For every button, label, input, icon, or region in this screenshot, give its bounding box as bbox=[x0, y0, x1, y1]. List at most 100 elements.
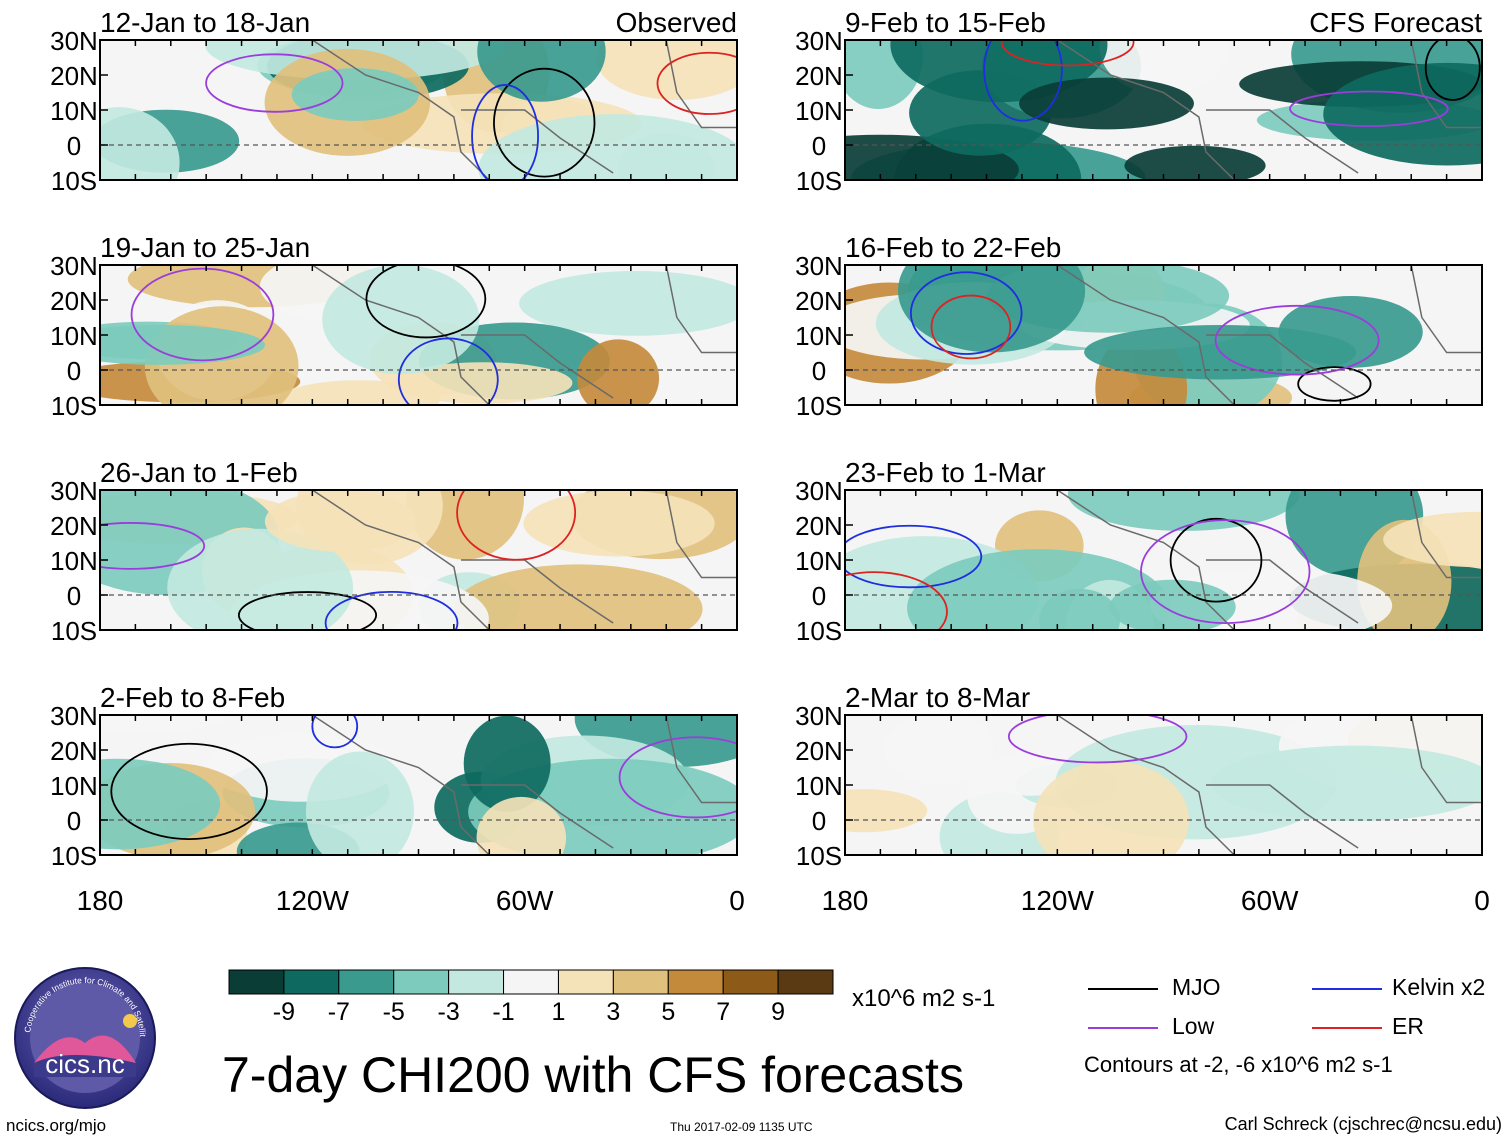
footer-url[interactable]: ncics.org/mjo bbox=[6, 1116, 107, 1135]
shading-blob bbox=[1019, 77, 1194, 130]
lat-tick-label: 10S bbox=[51, 841, 97, 871]
shading-blob bbox=[305, 751, 414, 855]
colorbar-tick-label: 3 bbox=[606, 998, 621, 1026]
lat-tick-label: 30N bbox=[50, 251, 98, 281]
colorbar-swatch bbox=[777, 969, 834, 995]
coastline bbox=[311, 490, 737, 630]
lat-tick-label: 30N bbox=[795, 251, 843, 281]
lat-tick-label: 0 bbox=[812, 806, 826, 836]
lon-tick-label: 60W bbox=[1241, 885, 1299, 916]
shading-blob bbox=[100, 715, 227, 735]
er-contour bbox=[656, 51, 737, 115]
shading-blob bbox=[477, 40, 606, 102]
shading-blob bbox=[167, 528, 354, 630]
shading-blob bbox=[519, 270, 737, 336]
panel-date-label: 19-Jan to 25-Jan bbox=[100, 232, 310, 263]
lat-tick-label: 20N bbox=[795, 736, 843, 766]
panel-date-label: 2-Feb to 8-Feb bbox=[100, 682, 285, 713]
low-contour bbox=[1007, 715, 1188, 764]
colorbar-swatch bbox=[283, 969, 340, 995]
colorbar-swatch bbox=[722, 969, 779, 995]
lat-tick-label: 20N bbox=[50, 511, 98, 541]
kelvin-contour bbox=[471, 84, 539, 180]
lon-tick-label: 180 bbox=[822, 885, 869, 916]
panel-field bbox=[845, 265, 1482, 405]
panel-field bbox=[845, 40, 1482, 180]
low-contour bbox=[1214, 304, 1380, 376]
lat-tick-label: 10N bbox=[795, 546, 843, 576]
low-contour bbox=[205, 53, 344, 113]
low-contour bbox=[1289, 90, 1449, 127]
lon-tick-label: 120W bbox=[1021, 885, 1095, 916]
mjo-contour bbox=[493, 67, 596, 178]
lat-tick-label: 10N bbox=[795, 321, 843, 351]
shading-blob bbox=[1033, 761, 1190, 855]
footer-timestamp: Thu 2017-02-09 1135 UTC bbox=[670, 1120, 813, 1134]
panel-date-label: 16-Feb to 22-Feb bbox=[845, 232, 1061, 263]
low-contour bbox=[130, 267, 275, 362]
shading-blob bbox=[523, 490, 715, 557]
panel-6: 30N 20N 10N 0 10S 16-Feb to 22-Feb bbox=[795, 232, 1483, 421]
colorbar-tick-label: 1 bbox=[551, 998, 566, 1026]
lat-tick-label: 0 bbox=[812, 581, 826, 611]
panel-2: 30N 20N 10N 0 10S 19-Jan to 25-Jan bbox=[50, 232, 738, 421]
lat-tick-label: 10S bbox=[51, 166, 97, 196]
panel-date-label: 12-Jan to 18-Jan bbox=[100, 7, 310, 38]
lon-tick-label: 180 bbox=[77, 885, 124, 916]
lat-tick-label: 10N bbox=[50, 546, 98, 576]
shading-blob bbox=[897, 265, 1086, 353]
colorbar-swatch bbox=[393, 969, 450, 995]
shading-blob bbox=[264, 490, 416, 552]
legend-line-kelvin bbox=[1312, 988, 1382, 990]
lat-tick-label: 20N bbox=[50, 286, 98, 316]
panel-3: 30N 20N 10N 0 10S 26-Jan to 1-Feb bbox=[50, 457, 738, 646]
coastline bbox=[311, 715, 737, 855]
shading-blob bbox=[1039, 588, 1120, 630]
lat-tick-label: 30N bbox=[795, 701, 843, 731]
shading-blob bbox=[100, 325, 265, 365]
lat-tick-label: 10S bbox=[796, 391, 842, 421]
mjo-contour bbox=[110, 742, 268, 841]
legend-label-kelvin: Kelvin x2 bbox=[1392, 974, 1486, 1000]
coastline bbox=[311, 40, 737, 180]
lat-tick-label: 20N bbox=[50, 736, 98, 766]
shading-blob bbox=[884, 715, 994, 785]
colorbar-swatch bbox=[667, 969, 724, 995]
shading-blob bbox=[322, 265, 480, 375]
colorbar-units: x10^6 m2 s-1 bbox=[852, 985, 996, 1012]
panels-group: 30N 20N 10N 0 10S 12-Jan to 18-Jan Observed 30N… bbox=[50, 7, 1490, 916]
shading-blob bbox=[394, 362, 573, 404]
lat-tick-label: 20N bbox=[50, 61, 98, 91]
er-contour bbox=[930, 294, 1012, 360]
mjo-contour bbox=[1297, 366, 1372, 402]
shading-blob bbox=[144, 306, 299, 405]
lat-tick-label: 0 bbox=[812, 131, 826, 161]
shading-blob bbox=[1211, 745, 1482, 822]
panel-field bbox=[100, 40, 737, 180]
shading-blob bbox=[463, 715, 551, 812]
er-contour bbox=[845, 571, 948, 630]
panel-1: 30N 20N 10N 0 10S 12-Jan to 18-Jan Observed bbox=[50, 7, 738, 196]
lat-tick-label: 0 bbox=[67, 806, 81, 836]
mjo-contour bbox=[237, 591, 378, 630]
colorbar-swatch bbox=[503, 969, 559, 995]
shading-blob bbox=[1323, 62, 1482, 166]
panel-tag: Observed bbox=[616, 7, 737, 38]
panel-5: 30N 20N 10N 0 10S 9-Feb to 15-Feb CFS Forecast bbox=[795, 7, 1483, 196]
lat-tick-label: 10S bbox=[51, 391, 97, 421]
kelvin-contour bbox=[397, 337, 499, 405]
lat-tick-label: 30N bbox=[795, 26, 843, 56]
lat-tick-label: 0 bbox=[67, 581, 81, 611]
coastline bbox=[311, 265, 737, 405]
colorbar-tick-label: 7 bbox=[716, 998, 731, 1026]
kelvin-contour bbox=[845, 524, 983, 589]
lat-tick-label: 0 bbox=[67, 356, 81, 386]
lon-tick-label: 60W bbox=[496, 885, 554, 916]
panel-date-label: 9-Feb to 15-Feb bbox=[845, 7, 1046, 38]
coastline bbox=[1056, 715, 1482, 855]
colorbar-swatch bbox=[448, 969, 505, 995]
lat-tick-label: 0 bbox=[812, 356, 826, 386]
lat-tick-label: 10S bbox=[51, 616, 97, 646]
shading-blob bbox=[845, 789, 928, 833]
coastline bbox=[1056, 40, 1482, 180]
